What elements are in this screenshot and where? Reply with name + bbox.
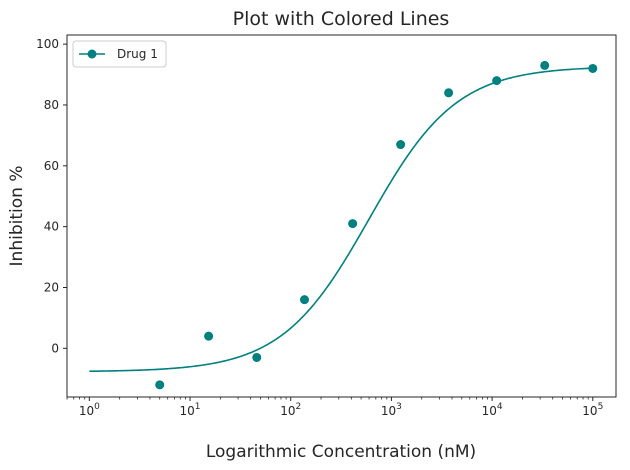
y-tick-label: 20 <box>44 280 59 294</box>
y-tick-label: 80 <box>44 98 59 112</box>
x-axis-label: Logarithmic Concentration (nM) <box>206 442 476 462</box>
data-point <box>204 331 214 341</box>
data-point <box>155 380 165 390</box>
y-tick-label: 100 <box>36 37 59 51</box>
y-tick-label: 40 <box>44 220 59 234</box>
y-axis-ticks: 0 20 40 60 80 100 <box>36 37 67 355</box>
legend: Drug 1 <box>72 40 167 68</box>
x-tick-label: 100 <box>79 402 100 418</box>
plot-frame <box>66 34 617 398</box>
legend-marker-drug-1 <box>87 49 97 59</box>
x-axis-ticks: 100 101 102 103 104 105 <box>66 397 603 418</box>
x-tick-label: 105 <box>582 402 603 418</box>
legend-label-drug-1: Drug 1 <box>117 47 158 61</box>
data-point <box>299 295 309 305</box>
x-tick-label: 103 <box>381 402 402 418</box>
y-tick-label: 60 <box>44 159 59 173</box>
data-point <box>444 88 454 98</box>
data-point <box>588 63 598 73</box>
x-tick-label: 104 <box>482 402 503 418</box>
data-point <box>540 60 550 70</box>
y-tick-label: 0 <box>51 341 59 355</box>
data-point <box>252 352 262 362</box>
data-point <box>396 140 406 150</box>
x-tick-label: 101 <box>180 402 201 418</box>
series-layer <box>89 60 598 390</box>
chart-title: Plot with Colored Lines <box>233 8 450 30</box>
data-point <box>492 76 502 86</box>
data-point <box>348 219 358 229</box>
y-axis-label: Inhibition % <box>7 166 27 267</box>
x-tick-label: 102 <box>280 402 301 418</box>
fit-curve-series-1 <box>89 67 593 373</box>
legend-box <box>72 40 167 68</box>
